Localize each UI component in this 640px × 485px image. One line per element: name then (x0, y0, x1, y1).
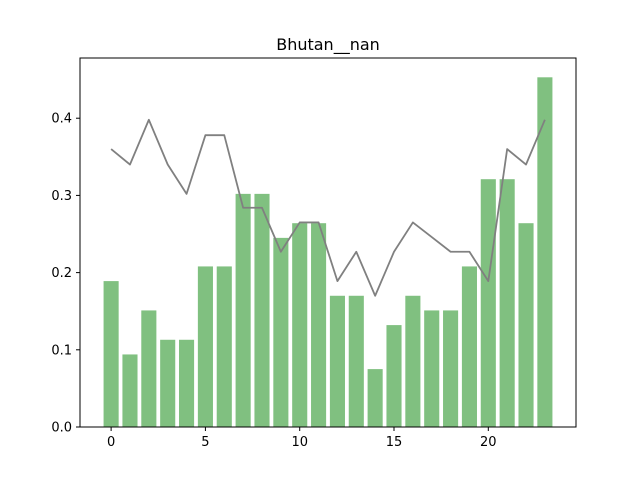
line-group (110, 118, 546, 297)
x-tick-label-0: 0 (107, 435, 115, 450)
bar-22 (518, 223, 534, 427)
bar-12 (329, 295, 345, 427)
bar-16 (405, 295, 421, 427)
bar-6 (216, 266, 232, 427)
bar-7 (235, 193, 251, 427)
bar-5 (197, 266, 213, 427)
plot-frame (79, 57, 577, 428)
bar-4 (179, 339, 195, 427)
bars-group (103, 77, 553, 428)
bar-13 (348, 295, 364, 427)
x-tick-label-15: 15 (386, 435, 403, 450)
bar-11 (311, 223, 327, 427)
y-tick-label-1: 0.1 (51, 343, 72, 358)
y-tick-label-0: 0.0 (51, 421, 72, 436)
bar-8 (254, 193, 270, 427)
bar-15 (386, 325, 402, 427)
y-tick-label-3: 0.3 (51, 189, 72, 204)
bar-9 (273, 237, 289, 427)
bar-0 (103, 281, 119, 427)
x-tick-label-10: 10 (291, 435, 308, 450)
chart-title: Bhutan__nan (276, 35, 380, 55)
x-tick-label-20: 20 (480, 435, 497, 450)
x-axis: 0 5 10 15 20 (107, 427, 497, 450)
bar-14 (367, 369, 383, 427)
bar-17 (424, 310, 440, 427)
bar-2 (141, 310, 157, 427)
bar-21 (499, 179, 515, 427)
x-tick-label-5: 5 (201, 435, 209, 450)
y-axis: 0.0 0.1 0.2 0.3 0.4 (51, 112, 80, 436)
bar-20 (480, 179, 496, 427)
y-tick-label-2: 0.2 (51, 266, 72, 281)
bar-1 (122, 354, 138, 427)
y-tick-label-4: 0.4 (51, 112, 72, 127)
bar-10 (292, 223, 308, 427)
bar-19 (461, 266, 477, 427)
bar-3 (160, 339, 176, 427)
line-series (110, 118, 546, 297)
bar-18 (443, 310, 459, 427)
bar-23 (537, 77, 553, 428)
